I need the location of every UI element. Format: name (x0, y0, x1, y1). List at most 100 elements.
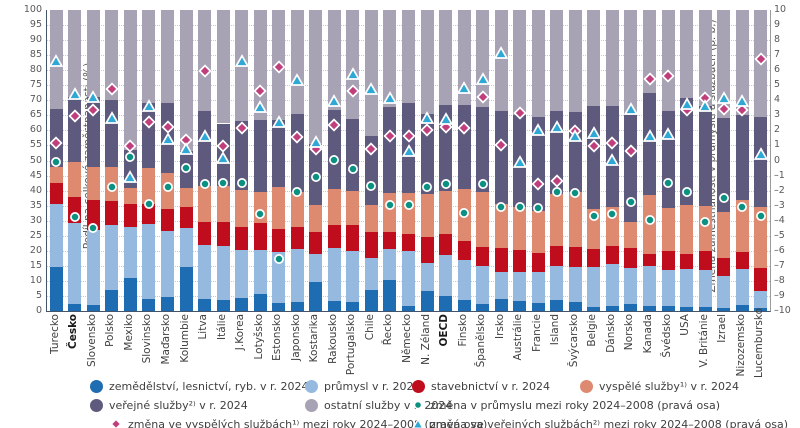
x-axis-label: Belgie (586, 314, 599, 347)
bar-segment (179, 10, 193, 152)
right-axis-tick-label: 4 (774, 94, 781, 106)
marker-triangle (568, 128, 583, 142)
bar-segment (383, 249, 397, 280)
bar-segment (550, 10, 564, 111)
bar-segment (216, 222, 230, 247)
bar-segment (754, 207, 768, 269)
left-axis-tick-label: 95 (29, 19, 42, 31)
bar-segment (605, 305, 619, 311)
right-axis-tick-label: –7 (774, 259, 785, 271)
marker-diamond (346, 83, 360, 98)
marker-diamond (290, 129, 304, 145)
legend-label: vyspělé služby¹⁾ v r. 2024 (599, 379, 739, 393)
bar-segment (235, 249, 249, 298)
x-axis-label: Švýcarsko (567, 314, 580, 368)
bar-segment (68, 10, 82, 98)
bar-segment (105, 289, 119, 311)
marker-triangle (586, 125, 602, 139)
marker-triangle (308, 134, 324, 148)
bar-segment (327, 248, 341, 302)
bar-segment (327, 301, 341, 311)
marker-triangle (252, 99, 268, 114)
bar-segment (198, 110, 212, 187)
x-axis-label: Francie (530, 314, 543, 352)
bar-segment (402, 251, 415, 307)
bar-segment (402, 306, 415, 311)
bar-segment (420, 113, 434, 194)
marker-diamond (420, 122, 434, 137)
bar-segment (123, 277, 137, 311)
marker-circle (513, 199, 527, 213)
legend-swatch-circle (412, 379, 425, 393)
x-axis-label: Švédsko (660, 314, 673, 358)
legend-item: veřejné služby²⁾ v r. 2024 (90, 397, 248, 413)
bar-segment (605, 10, 619, 106)
marker-triangle (215, 150, 231, 165)
bar-segment (494, 271, 508, 299)
marker-triangle (605, 152, 620, 166)
marker-circle (383, 197, 397, 211)
bar-segment (439, 190, 453, 234)
x-axis-label: Slovensko (85, 314, 98, 367)
x-axis-label: Lucembursko (753, 307, 766, 378)
right-axis-tick-label: –5 (774, 229, 785, 241)
bar-segment (123, 226, 137, 278)
x-axis-label: Japonsko (289, 314, 302, 361)
x-axis-label: Lotyšsko (252, 314, 265, 360)
marker-circle (605, 206, 619, 220)
bar-segment (86, 199, 100, 230)
bar-segment (513, 249, 527, 272)
marker-circle (68, 209, 82, 223)
marker-diamond (327, 117, 341, 132)
bar-segment (624, 304, 638, 311)
bar-segment (235, 120, 249, 190)
bar-segment (364, 231, 378, 259)
bar-segment (587, 105, 601, 210)
x-axis-label: Portugalsko (345, 314, 358, 376)
bar-segment (735, 268, 749, 305)
bar-segment (680, 253, 694, 269)
right-axis-tick-label: –10 (774, 305, 791, 316)
bar-segment (198, 186, 212, 223)
right-axis-tick-label: 5 (774, 79, 781, 91)
bar-segment (735, 199, 749, 253)
bar-segment (717, 258, 731, 277)
right-axis-tick-label: –4 (774, 214, 785, 226)
marker-triangle (178, 141, 194, 156)
bar-segment (550, 300, 564, 311)
legend-label: zemědělství, lesnictví, ryb. v r. 2024 (109, 379, 309, 393)
bar-segment (680, 306, 694, 311)
bar-segment (531, 303, 545, 311)
bar-segment (680, 205, 694, 254)
marker-diamond (531, 176, 545, 191)
bar-segment (494, 298, 508, 311)
bar-segment (439, 295, 453, 311)
marker-diamond (253, 83, 267, 98)
marker-circle (253, 206, 267, 220)
bar-segment (216, 246, 230, 300)
bar-segment (123, 204, 137, 227)
left-axis-tick-label: 80 (29, 64, 42, 76)
marker-triangle (123, 169, 138, 183)
bar-segment (346, 118, 360, 191)
legend-item: průmysl v r. 2024 (305, 378, 421, 394)
bar-segment (513, 10, 527, 116)
bar-segment (476, 106, 490, 193)
bar-segment (309, 231, 323, 255)
marker-circle (624, 194, 638, 208)
right-axis-tick-label: 10 (774, 4, 787, 15)
bar-segment (476, 304, 490, 311)
marker-circle (439, 176, 453, 190)
left-axis-tick-label: 55 (29, 139, 42, 151)
marker-diamond (49, 135, 63, 151)
bar-segment (383, 279, 397, 311)
right-axis-tick-label: 6 (774, 64, 781, 76)
legend-label: změna ve veřejných službách²⁾ mezi roky … (430, 417, 789, 428)
bar-segment (49, 166, 63, 184)
legend-swatch-circle (90, 379, 103, 393)
legend-marker-diamond-icon (110, 418, 122, 428)
bar-segment (142, 168, 156, 205)
right-axis-tick-label: –1 (774, 169, 785, 181)
marker-diamond (754, 51, 768, 66)
marker-diamond (605, 135, 620, 151)
